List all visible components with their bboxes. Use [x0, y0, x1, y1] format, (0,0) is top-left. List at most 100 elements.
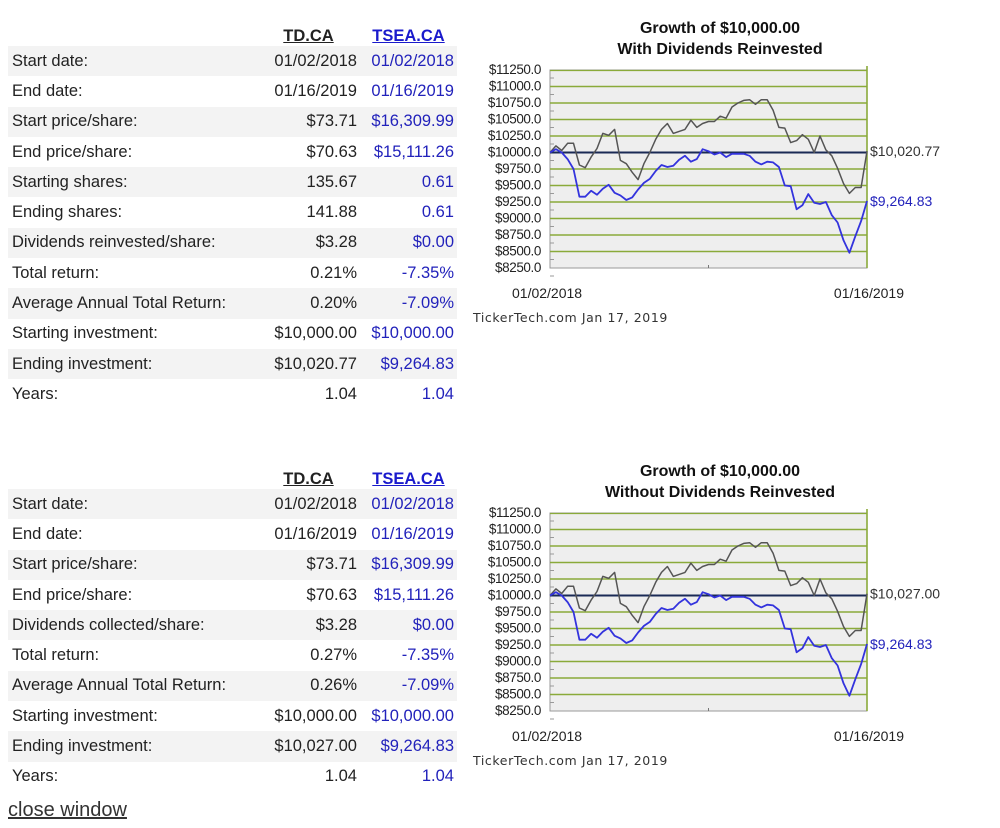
td-ca-value: 1.04 — [324, 767, 357, 786]
td-ca-value: $3.28 — [257, 227, 360, 259]
td-ca-value: $70.63 — [306, 142, 357, 161]
td-ca-value: $10,027.00 — [257, 731, 360, 762]
table-row: Starting investment: $10,000.00 $10,000.00 — [8, 319, 457, 349]
td-ca-line — [549, 541, 868, 638]
table-row: End price/share: $70.63 $15,111.26 — [8, 580, 457, 610]
chart-title-line1: Growth of $10,000.00 — [639, 463, 801, 480]
x-tick-label-end: 01/16/2019 — [834, 728, 904, 744]
td-ca-value: 01/02/2018 — [257, 46, 360, 77]
y-tick-label: $11250.0 — [489, 62, 541, 77]
table-row: Total return: 0.21% -7.35% — [8, 258, 457, 288]
table-row: Starting shares: 135.67 0.61 — [8, 167, 457, 198]
tsea-ca-value: $15,111.26 — [373, 142, 454, 161]
row-label: Total return: — [12, 646, 100, 665]
tsea-ca-line — [549, 148, 868, 254]
row-label: Start date: — [8, 46, 257, 77]
td-end-value-label: $10,020.77 — [870, 143, 940, 159]
row-label: Years: — [12, 767, 59, 786]
table-row: End date: 01/16/2019 01/16/2019 — [8, 76, 457, 106]
x-tick-label-end: 01/16/2019 — [834, 285, 904, 301]
tsea-ca-value: $9,264.83 — [360, 731, 457, 762]
row-label: Starting shares: — [8, 167, 257, 198]
y-tick-label: $10500.0 — [488, 112, 541, 127]
table-row: Total return: 0.27% -7.35% — [8, 640, 457, 670]
td-ca-value: 1.04 — [324, 384, 357, 403]
tsea-ca-value: 01/02/2018 — [360, 489, 457, 520]
header-spacer — [8, 20, 257, 46]
y-tick-label: $10000.0 — [488, 588, 541, 603]
tickertech-credit: TickerTech.com Jan 17, 2019 — [472, 753, 668, 768]
y-tick-label: $9750.0 — [495, 161, 541, 176]
y-tick-label: $10250.0 — [488, 128, 541, 143]
y-tick-label: $11000.0 — [489, 79, 541, 94]
table-row: Ending investment: $10,020.77 $9,264.83 — [8, 348, 457, 380]
td-ca-value: 135.67 — [257, 167, 360, 198]
stats-table-collected: TD.CA TSEA.CA Start date: 01/02/2018 01/02… — [8, 463, 457, 792]
table-row: Dividends collected/share: $3.28 $0.00 — [8, 610, 457, 641]
td-ca-value: 0.20% — [257, 288, 360, 319]
table-row: Start date: 01/02/2018 01/02/2018 — [8, 46, 457, 77]
tsea-end-value-label: $9,264.83 — [870, 193, 932, 209]
row-label: Average Annual Total Return: — [8, 670, 257, 702]
tsea-ca-value: $10,000.00 — [371, 706, 454, 725]
td-ca-value: 01/16/2019 — [274, 81, 357, 100]
tsea-ca-value: $15,111.26 — [373, 585, 454, 604]
table-row: Years: 1.04 1.04 — [8, 379, 457, 409]
chart-title: Growth of $10,000.00 With Dividends Rein… — [550, 18, 890, 60]
table-row: Starting investment: $10,000.00 $10,000.00 — [8, 701, 457, 731]
table-row: Years: 1.04 1.04 — [8, 762, 457, 792]
chart-svg: $11250.0 $11000.0$10750.0 $10500.0$10250.0… — [472, 62, 940, 325]
header-td-ca-link[interactable]: TD.CA — [283, 27, 334, 45]
td-ca-value: $73.71 — [257, 549, 360, 580]
y-tick-label: $9750.0 — [495, 604, 541, 619]
td-ca-line — [549, 98, 868, 195]
tsea-ca-value: 0.61 — [360, 167, 457, 198]
y-tick-label: $9250.0 — [495, 194, 541, 209]
header-tsea-ca-link[interactable]: TSEA.CA — [372, 27, 445, 45]
tsea-end-value-label: $9,264.83 — [870, 636, 932, 652]
table-row: End price/share: $70.63 $15,111.26 — [8, 137, 457, 167]
td-ca-value: $10,020.77 — [257, 348, 360, 380]
close-window-link[interactable]: close window — [8, 799, 127, 821]
chart-title: Growth of $10,000.00 Without Dividends R… — [550, 461, 890, 503]
x-tick-label-start: 01/02/2018 — [512, 285, 582, 301]
table-row: Ending shares: 141.88 0.61 — [8, 197, 457, 227]
tsea-ca-value: $16,309.99 — [360, 549, 457, 580]
td-ca-value: $3.28 — [257, 610, 360, 641]
header-tsea-ca-link[interactable]: TSEA.CA — [372, 470, 445, 488]
td-ca-value: $73.71 — [257, 106, 360, 137]
y-tick-label: $8500.0 — [495, 244, 541, 259]
chart-without-dividends: Growth of $10,000.00 Without Dividends R… — [470, 455, 960, 785]
y-tick-label: $8250.0 — [495, 703, 541, 718]
table-row: Ending investment: $10,027.00 $9,264.83 — [8, 731, 457, 762]
row-label: Ending shares: — [12, 203, 123, 222]
row-label: Start price/share: — [8, 549, 257, 580]
y-tick-label: $10000.0 — [488, 145, 541, 160]
row-label: Ending investment: — [8, 731, 257, 762]
td-ca-value: 01/02/2018 — [257, 489, 360, 520]
td-ca-value: 0.26% — [257, 670, 360, 702]
tsea-ca-value: $9,264.83 — [360, 348, 457, 380]
td-ca-value: 141.88 — [306, 203, 357, 222]
chart-subtitle: With Dividends Reinvested — [617, 41, 823, 58]
tsea-ca-value: $10,000.00 — [371, 324, 454, 343]
x-tick-label-start: 01/02/2018 — [512, 728, 582, 744]
tickertech-credit: TickerTech.com Jan 17, 2019 — [472, 310, 668, 325]
chart-title-line1: Growth of $10,000.00 — [639, 20, 801, 37]
tsea-ca-value: $16,309.99 — [360, 106, 457, 137]
tsea-ca-value: -7.35% — [401, 263, 454, 282]
chart-svg: $11250.0 $11000.0$10750.0 $10500.0$10250.0… — [472, 505, 940, 768]
tsea-ca-value: 01/16/2019 — [371, 524, 454, 543]
tsea-ca-value: -7.35% — [401, 646, 454, 665]
chart-with-dividends: Growth of $10,000.00 With Dividends Rein… — [470, 12, 960, 342]
y-tick-label: $9000.0 — [495, 211, 541, 226]
y-tick-label: $9500.0 — [495, 621, 541, 636]
header-td-ca-link[interactable]: TD.CA — [283, 470, 334, 488]
tsea-ca-value: 1.04 — [421, 767, 454, 786]
y-tick-label: $8750.0 — [495, 227, 541, 242]
header-spacer — [8, 463, 257, 489]
tsea-ca-line — [549, 591, 868, 697]
y-tick-label: $10750.0 — [488, 95, 541, 110]
td-ca-value: 0.21% — [310, 263, 357, 282]
row-label: Total return: — [12, 263, 100, 282]
